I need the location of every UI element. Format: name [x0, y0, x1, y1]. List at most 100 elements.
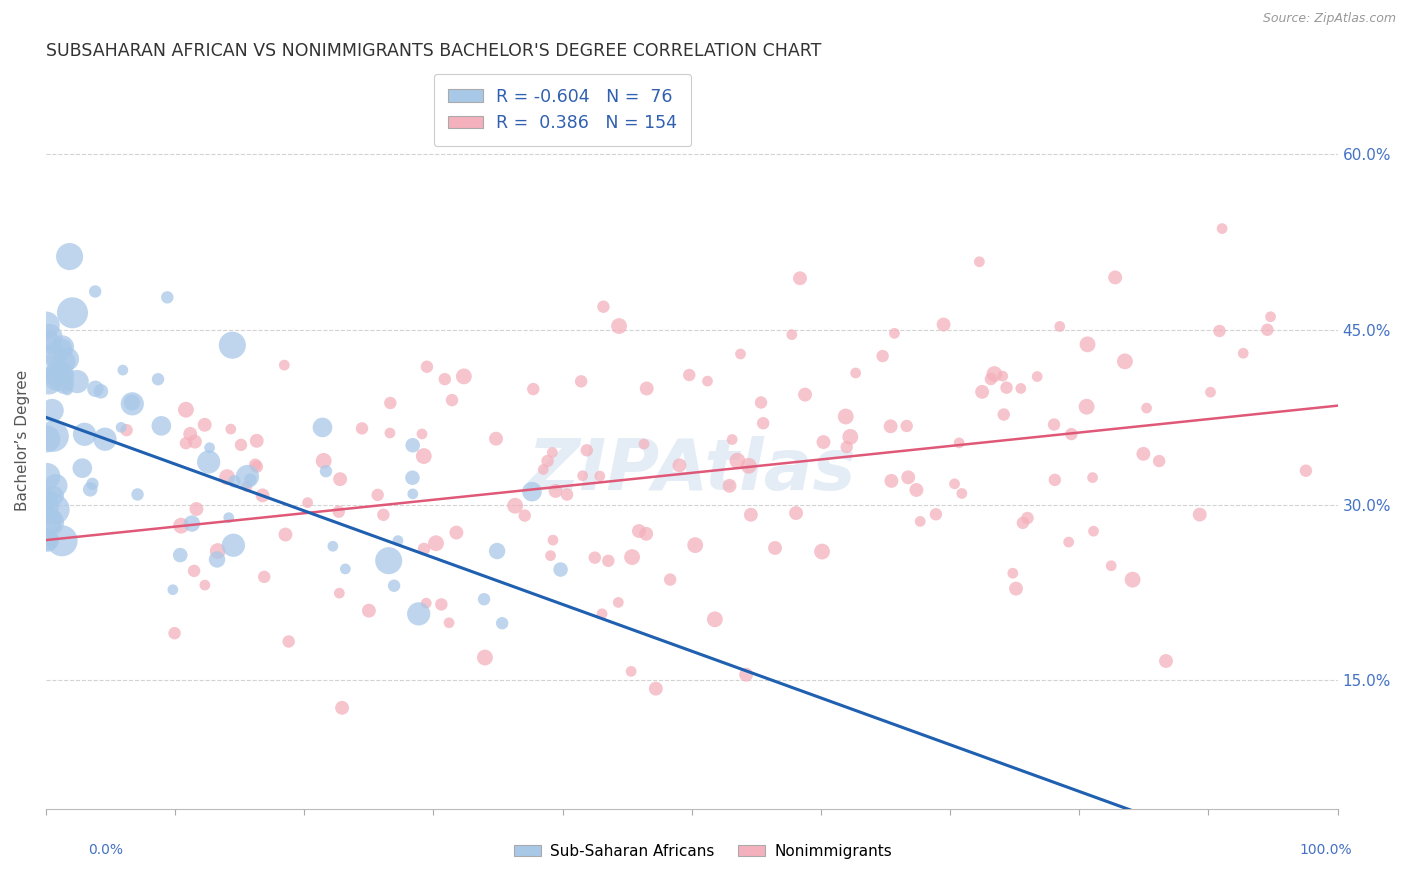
Point	[738, 458, 761, 473]
Point	[328, 505, 350, 519]
Point	[236, 469, 259, 483]
Point	[79, 483, 101, 497]
Point	[1147, 454, 1170, 468]
Point	[950, 486, 973, 500]
Point	[416, 359, 439, 374]
Point	[969, 254, 991, 268]
Point	[1154, 654, 1177, 668]
Point	[925, 508, 948, 522]
Point	[1076, 337, 1098, 351]
Point	[51, 341, 73, 355]
Point	[520, 484, 543, 499]
Point	[440, 393, 463, 408]
Point	[44, 489, 66, 503]
Point	[186, 502, 208, 516]
Point	[897, 470, 920, 484]
Point	[433, 372, 456, 386]
Point	[246, 434, 269, 448]
Point	[474, 650, 496, 665]
Point	[412, 449, 434, 463]
Point	[382, 579, 405, 593]
Point	[194, 578, 217, 592]
Point	[252, 488, 274, 502]
Point	[84, 382, 107, 396]
Point	[1060, 427, 1083, 442]
Point	[66, 375, 89, 389]
Point	[813, 435, 835, 450]
Point	[749, 395, 772, 409]
Point	[598, 554, 620, 568]
Point	[44, 348, 66, 362]
Point	[932, 318, 955, 332]
Point	[335, 562, 357, 576]
Point	[740, 508, 762, 522]
Point	[752, 416, 775, 430]
Point	[486, 544, 509, 558]
Point	[983, 367, 1005, 381]
Point	[174, 402, 197, 417]
Point	[1114, 354, 1136, 368]
Point	[181, 516, 204, 531]
Point	[330, 701, 353, 715]
Point	[73, 427, 96, 442]
Point	[569, 374, 592, 388]
Point	[236, 479, 259, 493]
Point	[312, 454, 335, 468]
Point	[696, 374, 718, 388]
Point	[1260, 310, 1282, 324]
Point	[222, 538, 245, 552]
Point	[357, 604, 380, 618]
Point	[541, 533, 564, 548]
Point	[44, 353, 66, 368]
Point	[42, 429, 65, 443]
Point	[446, 525, 468, 540]
Point	[205, 552, 228, 566]
Point	[1057, 535, 1080, 549]
Point	[575, 443, 598, 458]
Point	[197, 455, 219, 469]
Point	[703, 612, 725, 626]
Point	[730, 347, 752, 361]
Point	[437, 615, 460, 630]
Point	[636, 382, 658, 396]
Point	[607, 319, 630, 334]
Point	[183, 564, 205, 578]
Point	[415, 596, 437, 610]
Point	[991, 369, 1014, 384]
Point	[253, 570, 276, 584]
Point	[37, 500, 59, 514]
Point	[1136, 401, 1159, 416]
Point	[993, 408, 1015, 422]
Point	[1211, 221, 1233, 235]
Point	[401, 471, 423, 485]
Point	[811, 544, 834, 558]
Point	[163, 626, 186, 640]
Point	[659, 573, 682, 587]
Point	[725, 453, 748, 467]
Point	[620, 665, 643, 679]
Point	[51, 533, 73, 548]
Point	[156, 290, 179, 304]
Point	[1081, 470, 1104, 484]
Point	[350, 421, 373, 435]
Point	[62, 306, 84, 320]
Point	[127, 487, 149, 501]
Point	[37, 533, 59, 548]
Point	[94, 432, 117, 446]
Point	[592, 300, 614, 314]
Text: SUBSAHARAN AFRICAN VS NONIMMIGRANTS BACHELOR'S DEGREE CORRELATION CHART: SUBSAHARAN AFRICAN VS NONIMMIGRANTS BACH…	[46, 42, 821, 60]
Point	[1256, 323, 1278, 337]
Point	[35, 318, 58, 332]
Point	[1199, 385, 1222, 400]
Point	[794, 387, 817, 401]
Point	[522, 382, 544, 396]
Point	[37, 493, 59, 508]
Point	[111, 363, 134, 377]
Point	[1012, 516, 1035, 530]
Point	[1043, 417, 1066, 432]
Point	[668, 458, 690, 473]
Point	[48, 368, 70, 383]
Point	[56, 383, 79, 397]
Point	[763, 541, 786, 555]
Point	[322, 539, 344, 553]
